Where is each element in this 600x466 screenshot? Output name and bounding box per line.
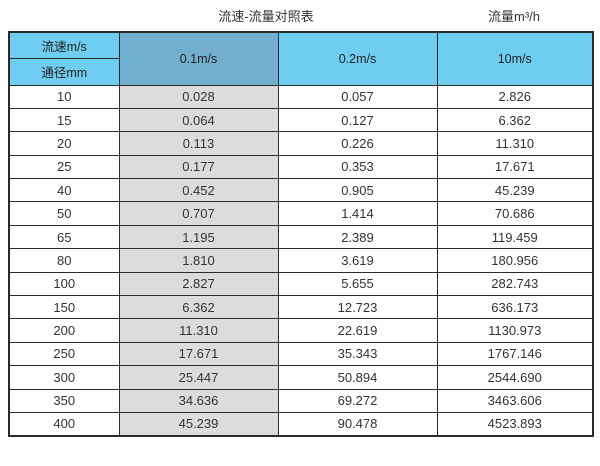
title-bar: 流速-流量对照表 流量m³/h xyxy=(0,0,600,31)
flow-value-cell: 6.362 xyxy=(436,107,594,133)
diameter-cell: 250 xyxy=(8,341,120,367)
header-col-0-1ms: 0.1m/s xyxy=(118,31,279,86)
diameter-cell: 80 xyxy=(8,248,120,273)
table-title: 流速-流量对照表 xyxy=(218,9,314,24)
table-row: 400 45.239 90.478 4523.893 xyxy=(8,411,594,437)
flow-value-cell: 0.057 xyxy=(277,84,438,109)
flow-value-cell: 636.173 xyxy=(436,295,594,320)
flow-value-cell: 2544.690 xyxy=(436,365,594,390)
flow-value-cell: 22.619 xyxy=(277,318,438,343)
diameter-cell: 100 xyxy=(8,271,120,297)
flow-value-cell: 0.113 xyxy=(118,131,279,156)
flow-value-cell: 0.064 xyxy=(118,107,279,133)
header-diameter-label: 通径mm xyxy=(8,58,120,86)
page: 流速-流量对照表 流量m³/h 流速m/s 0.1m/s 0.2m/s 10m/… xyxy=(0,0,600,437)
table-row: 10 0.028 0.057 2.826 xyxy=(8,84,594,109)
table-row: 350 34.636 69.272 3463.606 xyxy=(8,388,594,413)
table-row: 25 0.177 0.353 17.671 xyxy=(8,154,594,180)
table-row: 15 0.064 0.127 6.362 xyxy=(8,107,594,133)
diameter-cell: 20 xyxy=(8,131,120,156)
flow-value-cell: 1130.973 xyxy=(436,318,594,343)
flow-value-cell: 3.619 xyxy=(277,248,438,273)
flow-value-cell: 35.343 xyxy=(277,341,438,367)
table-row: 150 6.362 12.723 636.173 xyxy=(8,295,594,320)
flow-value-cell: 1.414 xyxy=(277,201,438,226)
flow-value-cell: 2.826 xyxy=(436,84,594,109)
flow-value-cell: 1767.146 xyxy=(436,341,594,367)
diameter-cell: 50 xyxy=(8,201,120,226)
flow-value-cell: 6.362 xyxy=(118,295,279,320)
flow-value-cell: 0.707 xyxy=(118,201,279,226)
table-body: 10 0.028 0.057 2.826 15 0.064 0.127 6.362 20 0.11… xyxy=(8,84,594,437)
flow-rate-table: 流速m/s 0.1m/s 0.2m/s 10m/s 通径mm 10 0.028 0.… xyxy=(8,31,594,437)
diameter-cell: 15 xyxy=(8,107,120,133)
header-row-top: 流速m/s 0.1m/s 0.2m/s 10m/s xyxy=(8,31,594,86)
flow-value-cell: 45.239 xyxy=(118,411,279,437)
flow-unit-title: 流量m³/h xyxy=(487,9,540,24)
flow-value-cell: 11.310 xyxy=(436,131,594,156)
flow-value-cell: 45.239 xyxy=(436,178,594,203)
flow-value-cell: 1.195 xyxy=(118,224,279,250)
diameter-cell: 65 xyxy=(8,224,120,250)
header-row-bottom: 通径mm xyxy=(8,58,593,86)
header-col-0-2ms: 0.2m/s xyxy=(277,31,438,86)
flow-value-cell: 0.353 xyxy=(277,154,438,180)
flow-value-cell: 70.686 xyxy=(436,201,594,226)
table-row: 50 0.707 1.414 70.686 xyxy=(8,201,594,226)
flow-value-cell: 4523.893 xyxy=(436,411,594,437)
flow-value-cell: 2.827 xyxy=(118,271,279,297)
table-row: 65 1.195 2.389 119.459 xyxy=(8,224,594,250)
flow-value-cell: 180.956 xyxy=(436,248,594,273)
flow-value-cell: 0.028 xyxy=(118,84,279,109)
diameter-cell: 200 xyxy=(8,318,120,343)
flow-value-cell: 0.226 xyxy=(277,131,438,156)
header-col-10ms: 10m/s xyxy=(436,31,594,86)
flow-value-cell: 2.389 xyxy=(277,224,438,250)
diameter-cell: 10 xyxy=(8,84,120,109)
flow-value-cell: 0.127 xyxy=(277,107,438,133)
table-row: 20 0.113 0.226 11.310 xyxy=(8,131,594,156)
diameter-cell: 25 xyxy=(8,154,120,180)
flow-value-cell: 5.655 xyxy=(277,271,438,297)
diameter-cell: 400 xyxy=(8,411,120,437)
table-row: 250 17.671 35.343 1767.146 xyxy=(8,341,594,367)
flow-value-cell: 90.478 xyxy=(277,411,438,437)
flow-value-cell: 17.671 xyxy=(436,154,594,180)
flow-value-cell: 34.636 xyxy=(118,388,279,413)
flow-value-cell: 119.459 xyxy=(436,224,594,250)
diameter-cell: 150 xyxy=(8,295,120,320)
flow-value-cell: 0.905 xyxy=(277,178,438,203)
flow-value-cell: 11.310 xyxy=(118,318,279,343)
flow-value-cell: 17.671 xyxy=(118,341,279,367)
table-header: 流速m/s 0.1m/s 0.2m/s 10m/s 通径mm xyxy=(8,31,594,86)
diameter-cell: 300 xyxy=(8,365,120,390)
table-row: 80 1.810 3.619 180.956 xyxy=(8,248,594,273)
header-velocity-label: 流速m/s xyxy=(8,31,120,59)
table-row: 200 11.310 22.619 1130.973 xyxy=(8,318,594,343)
diameter-cell: 350 xyxy=(8,388,120,413)
flow-value-cell: 1.810 xyxy=(118,248,279,273)
flow-value-cell: 3463.606 xyxy=(436,388,594,413)
flow-value-cell: 0.177 xyxy=(118,154,279,180)
flow-value-cell: 282.743 xyxy=(436,271,594,297)
flow-value-cell: 25.447 xyxy=(118,365,279,390)
flow-value-cell: 50.894 xyxy=(277,365,438,390)
table-row: 100 2.827 5.655 282.743 xyxy=(8,271,594,297)
flow-value-cell: 0.452 xyxy=(118,178,279,203)
flow-value-cell: 69.272 xyxy=(277,388,438,413)
table-row: 40 0.452 0.905 45.239 xyxy=(8,178,594,203)
table-row: 300 25.447 50.894 2544.690 xyxy=(8,365,594,390)
flow-value-cell: 12.723 xyxy=(277,295,438,320)
diameter-cell: 40 xyxy=(8,178,120,203)
